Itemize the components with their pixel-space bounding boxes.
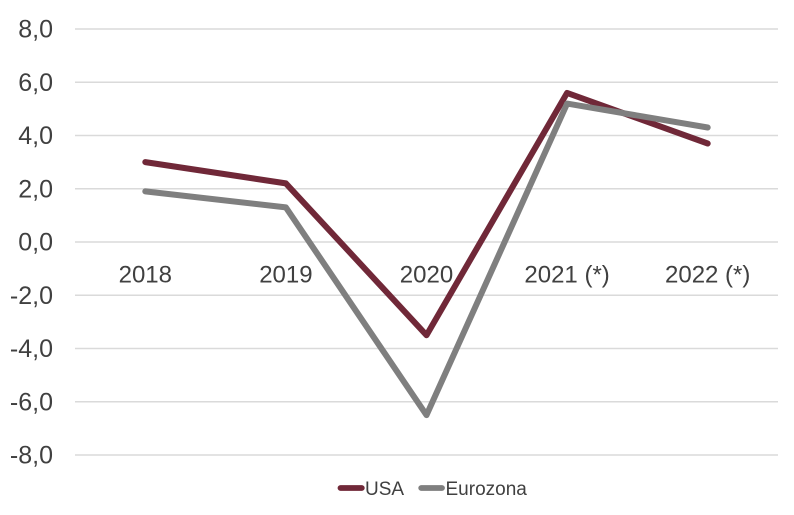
svg-text:-2,0: -2,0 [10, 282, 53, 310]
svg-text:8,0: 8,0 [18, 16, 53, 44]
svg-text:2018: 2018 [119, 262, 172, 289]
svg-text:2021 (*): 2021 (*) [524, 262, 609, 289]
svg-text:0,0: 0,0 [18, 229, 53, 257]
svg-text:2019: 2019 [259, 262, 312, 289]
svg-text:Eurozona: Eurozona [446, 479, 528, 500]
svg-text:-8,0: -8,0 [10, 442, 53, 470]
svg-text:USA: USA [365, 479, 404, 500]
svg-text:6,0: 6,0 [18, 69, 53, 97]
svg-text:-4,0: -4,0 [10, 335, 53, 363]
svg-text:2020: 2020 [400, 262, 453, 289]
svg-text:-6,0: -6,0 [10, 388, 53, 416]
svg-text:2,0: 2,0 [18, 175, 53, 203]
svg-text:4,0: 4,0 [18, 122, 53, 150]
svg-text:2022 (*): 2022 (*) [665, 262, 750, 289]
